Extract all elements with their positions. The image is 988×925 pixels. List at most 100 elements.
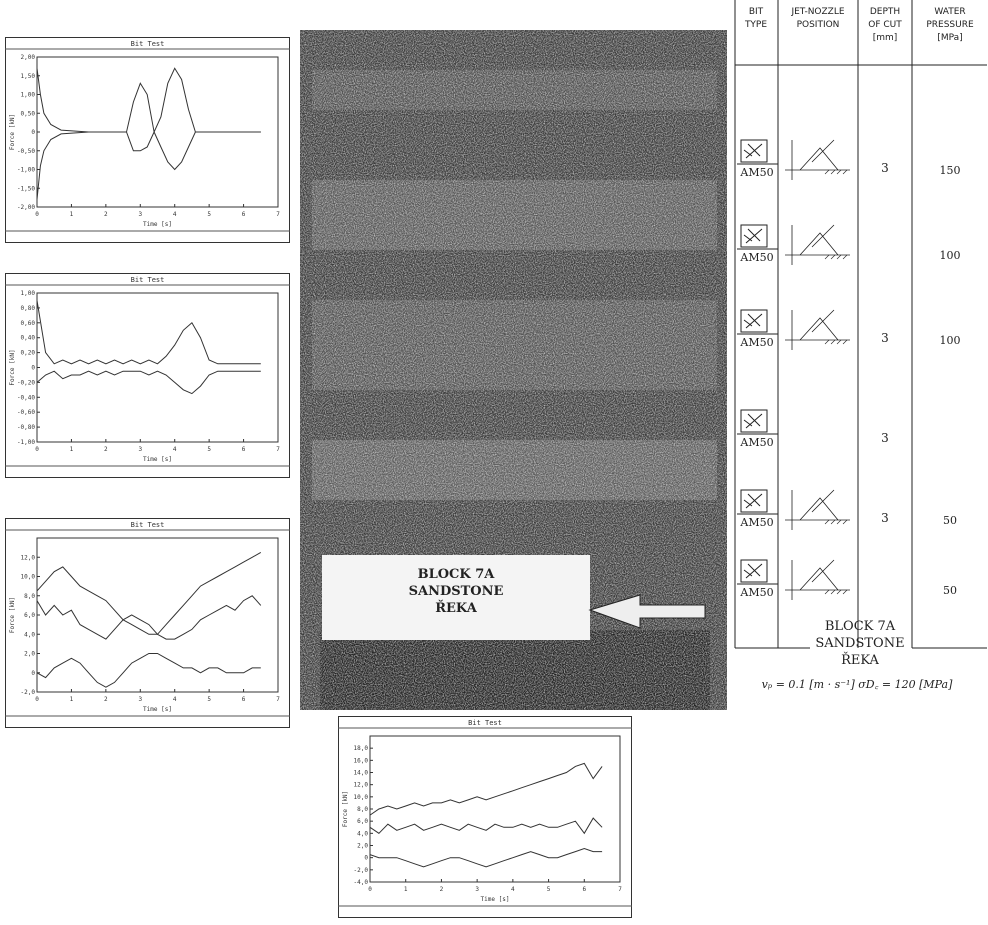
- y-tick-label: 18,0: [354, 745, 369, 752]
- photo-label: ŘEKA: [435, 600, 477, 616]
- x-tick-label: 0: [35, 446, 39, 453]
- chart-panel: Bit Test-1,00-0,80-0,60-0,40-0,2000,200,…: [5, 274, 290, 478]
- x-tick-label: 0: [35, 696, 39, 703]
- x-tick-label: 2: [104, 446, 108, 453]
- x-axis-label: Time [s]: [143, 706, 172, 713]
- panel-frame: [339, 717, 632, 918]
- x-tick-label: 3: [138, 446, 142, 453]
- y-tick-label: 8,0: [24, 593, 35, 600]
- y-tick-label: 14,0: [354, 770, 369, 777]
- y-tick-label: 1,00: [21, 92, 36, 99]
- bit-type: AM50: [739, 436, 773, 449]
- y-tick-label: -1,50: [17, 185, 35, 192]
- x-tick-label: 2: [104, 696, 108, 703]
- x-tick-label: 2: [104, 211, 108, 218]
- y-tick-label: 6,0: [357, 818, 368, 825]
- chart-title: Bit Test: [131, 521, 165, 529]
- depth-of-cut: 3: [881, 161, 889, 175]
- water-pressure: 50: [943, 514, 957, 527]
- y-tick-label: -0,60: [17, 409, 35, 416]
- y-tick-label: 1,00: [21, 290, 36, 297]
- table-header: TYPE: [744, 20, 767, 30]
- y-tick-label: -2,0: [21, 689, 36, 696]
- nozzle-hatch: [825, 590, 847, 594]
- x-tick-label: 4: [173, 211, 177, 218]
- photo-label: BLOCK 7A: [418, 567, 496, 582]
- x-axis-label: Time [s]: [481, 896, 510, 903]
- water-pressure: 100: [940, 249, 961, 262]
- x-tick-label: 1: [70, 446, 74, 453]
- y-tick-label: 0: [31, 365, 35, 372]
- depth-of-cut: 3: [881, 331, 889, 345]
- chart-panel: Bit Test-2,00-1,50-1,00-0,5000,501,001,5…: [5, 38, 290, 243]
- y-tick-label: 0: [364, 855, 368, 862]
- table-header: [mm]: [873, 33, 898, 43]
- x-tick-label: 4: [511, 886, 515, 893]
- table-header: [MPa]: [937, 33, 962, 43]
- x-tick-label: 0: [368, 886, 372, 893]
- y-tick-label: 12,0: [354, 782, 369, 789]
- y-tick-label: 1,50: [21, 73, 36, 80]
- panel-frame: [6, 519, 290, 728]
- chart-title: Bit Test: [131, 40, 165, 48]
- y-tick-label: 2,0: [24, 651, 35, 658]
- table-header: JET-NOZZLE: [790, 7, 844, 17]
- panel-frame: [6, 274, 290, 478]
- x-tick-label: 3: [138, 696, 142, 703]
- y-tick-label: -0,20: [17, 379, 35, 386]
- x-tick-label: 5: [207, 211, 211, 218]
- caption-formula: vₚ = 0.1 [m · s⁻¹] σD꜀ = 120 [MPa]: [762, 678, 954, 691]
- x-tick-label: 1: [70, 696, 74, 703]
- x-tick-label: 5: [207, 446, 211, 453]
- panel-frame: [6, 38, 290, 243]
- page: BITTYPEJET-NOZZLEPOSITIONDEPTHOF CUT[mm]…: [0, 0, 988, 925]
- y-axis-label: Force [kN]: [342, 791, 349, 827]
- y-axis-label: Force [kN]: [9, 597, 16, 633]
- y-tick-label: 0: [31, 670, 35, 677]
- y-tick-label: 10,0: [21, 574, 36, 581]
- y-tick-label: 4,0: [357, 830, 368, 837]
- y-tick-label: 0,60: [21, 320, 36, 327]
- x-tick-label: 1: [70, 211, 74, 218]
- bit-type: AM50: [739, 586, 773, 599]
- y-tick-label: 8,0: [357, 806, 368, 813]
- y-tick-label: -1,00: [17, 439, 35, 446]
- x-tick-label: 6: [242, 446, 246, 453]
- x-axis-label: Time [s]: [143, 221, 172, 228]
- y-tick-label: 2,0: [357, 843, 368, 850]
- y-tick-label: 0: [31, 129, 35, 136]
- x-tick-label: 4: [173, 696, 177, 703]
- table-header: POSITION: [797, 20, 840, 30]
- nozzle-sketch: [785, 310, 850, 350]
- photo-label: SANDSTONE: [409, 584, 504, 599]
- x-tick-label: 7: [276, 696, 280, 703]
- x-tick-label: 6: [582, 886, 586, 893]
- y-tick-label: -2,00: [17, 204, 35, 211]
- nozzle-hatch: [825, 520, 847, 524]
- y-axis-label: Force [kN]: [9, 114, 16, 150]
- bit-type: AM50: [739, 516, 773, 529]
- chart-title: Bit Test: [468, 719, 502, 727]
- x-axis-label: Time [s]: [143, 456, 172, 463]
- table-header: PRESSURE: [926, 20, 974, 30]
- x-tick-label: 3: [138, 211, 142, 218]
- y-tick-label: 0,50: [21, 110, 36, 117]
- caption-line: SANDSTONE: [815, 636, 904, 651]
- y-tick-label: 0,80: [21, 305, 36, 312]
- table-header: OF CUT: [868, 20, 902, 30]
- x-tick-label: 0: [35, 211, 39, 218]
- depth-of-cut: 3: [881, 511, 889, 525]
- water-pressure: 150: [940, 164, 961, 177]
- table-header: WATER: [934, 7, 965, 17]
- chart-title: Bit Test: [131, 276, 165, 284]
- table-header: BIT: [749, 7, 764, 17]
- bit-type: AM50: [739, 251, 773, 264]
- photo: [300, 30, 727, 710]
- nozzle-hatch: [825, 255, 847, 259]
- caption-line: BLOCK 7A: [825, 619, 896, 634]
- y-tick-label: -0,50: [17, 148, 35, 155]
- y-tick-label: -0,40: [17, 394, 35, 401]
- y-tick-label: 10,0: [354, 794, 369, 801]
